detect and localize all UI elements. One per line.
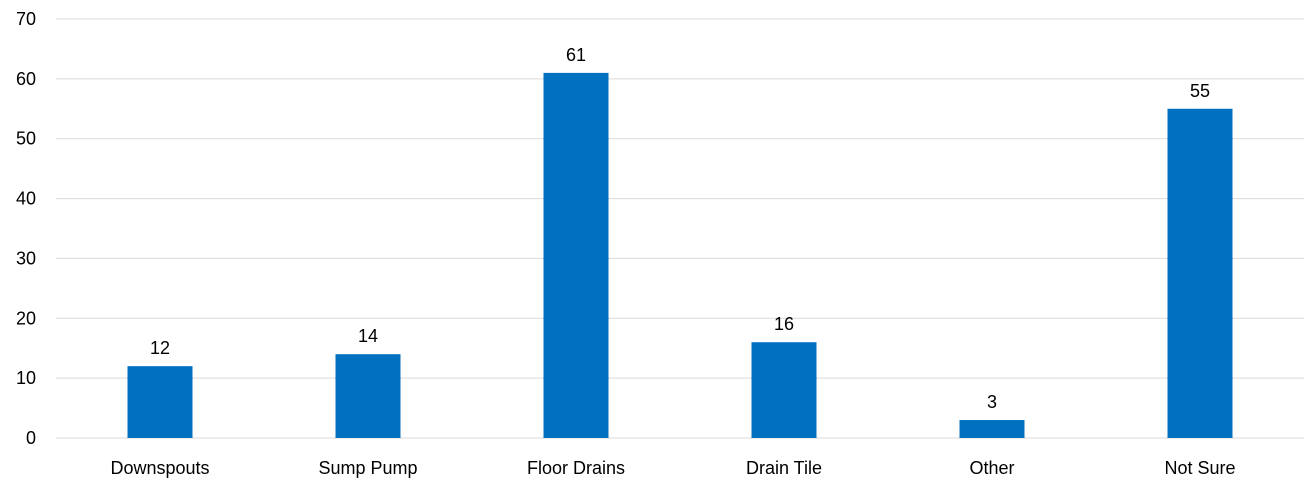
gridlines [56, 18, 1304, 439]
y-tick-label: 60 [16, 69, 36, 89]
bar [959, 420, 1025, 438]
bar [543, 72, 609, 438]
y-tick-label: 30 [16, 248, 36, 268]
y-tick-label: 0 [26, 428, 36, 448]
bars [127, 72, 1233, 439]
bar [1167, 108, 1233, 439]
data-label: 12 [150, 338, 170, 358]
y-tick-label: 70 [16, 9, 36, 29]
data-label: 61 [566, 45, 586, 65]
x-tick-label: Floor Drains [527, 458, 625, 478]
x-tick-label: Sump Pump [318, 458, 417, 478]
x-tick-label: Not Sure [1164, 458, 1235, 478]
data-label: 14 [358, 326, 378, 346]
bar [751, 342, 817, 438]
x-tick-label: Downspouts [110, 458, 209, 478]
y-tick-label: 20 [16, 308, 36, 328]
data-label: 3 [987, 392, 997, 412]
y-tick-label: 40 [16, 189, 36, 209]
y-tick-label: 10 [16, 368, 36, 388]
bar [127, 366, 193, 438]
x-axis-tick-labels: Downspouts Sump Pump Floor Drains Drain Til… [110, 458, 1235, 478]
data-label: 16 [774, 314, 794, 334]
data-labels: 12 14 61 16 3 55 [150, 45, 1210, 412]
bar [335, 354, 401, 438]
x-tick-label: Other [969, 458, 1014, 478]
x-tick-label: Drain Tile [746, 458, 822, 478]
y-tick-label: 50 [16, 129, 36, 149]
y-axis-tick-labels: 0 10 20 30 40 50 60 70 [16, 9, 36, 448]
data-label: 55 [1190, 81, 1210, 101]
